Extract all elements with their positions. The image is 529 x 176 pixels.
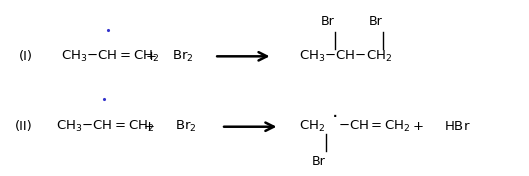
- Text: (II): (II): [15, 120, 33, 133]
- Text: Br: Br: [312, 155, 326, 168]
- Text: $\mathregular{Br_2}$: $\mathregular{Br_2}$: [175, 119, 196, 134]
- Text: +: +: [144, 120, 154, 133]
- Text: $\mathregular{HBr}$: $\mathregular{HBr}$: [444, 120, 471, 133]
- Text: (I): (I): [19, 50, 32, 63]
- Text: $\mathregular{CH_3{-}CH{=}CH_2}$: $\mathregular{CH_3{-}CH{=}CH_2}$: [61, 49, 159, 64]
- Text: Br: Br: [321, 15, 335, 28]
- Text: $\mathregular{CH_3{-}CH{-}CH_2}$: $\mathregular{CH_3{-}CH{-}CH_2}$: [299, 49, 392, 64]
- Text: Br: Br: [369, 15, 382, 28]
- Text: $\mathregular{CH_3{-}CH{=}CH_2}$: $\mathregular{CH_3{-}CH{=}CH_2}$: [56, 119, 154, 134]
- Text: $\mathregular{CH_2}$: $\mathregular{CH_2}$: [299, 119, 325, 134]
- Text: +: +: [145, 50, 156, 63]
- Text: +: +: [413, 120, 423, 133]
- Text: $\bf{\cdot}$: $\bf{\cdot}$: [332, 108, 337, 121]
- Text: $\mathregular{Br_2}$: $\mathregular{Br_2}$: [172, 49, 194, 64]
- Text: $\mathregular{{-}CH{=}CH_2}$: $\mathregular{{-}CH{=}CH_2}$: [338, 119, 411, 134]
